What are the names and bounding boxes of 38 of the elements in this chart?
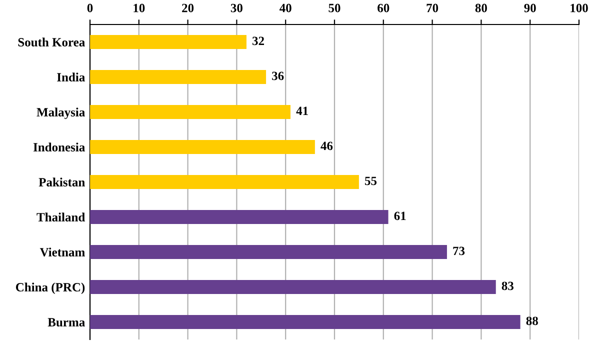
bar bbox=[90, 140, 315, 154]
bar bbox=[90, 280, 496, 294]
x-tick-label: 40 bbox=[280, 4, 292, 12]
x-tick-label: 60 bbox=[378, 4, 390, 12]
y-tick-label: Thailand bbox=[36, 212, 85, 222]
x-tick-label: 50 bbox=[328, 4, 340, 12]
data-label: 55 bbox=[365, 176, 377, 186]
data-label: 32 bbox=[252, 36, 264, 46]
x-tick-label: 0 bbox=[87, 4, 93, 12]
y-tick-label: Burma bbox=[48, 318, 85, 326]
y-tick-label: Pakistan bbox=[38, 178, 85, 186]
y-tick-label: China (PRC) bbox=[16, 282, 85, 294]
bar bbox=[90, 315, 520, 329]
y-tick-label: Indonesia bbox=[33, 142, 85, 152]
bar bbox=[90, 70, 266, 84]
data-label: 61 bbox=[394, 212, 406, 220]
y-tick-label: Vietnam bbox=[40, 248, 85, 257]
y-tick-label: Malaysia bbox=[36, 108, 85, 120]
bar bbox=[90, 35, 246, 49]
x-tick-label: 100 bbox=[570, 4, 588, 12]
bar bbox=[90, 105, 290, 119]
data-label: 36 bbox=[272, 72, 284, 80]
bar bbox=[90, 175, 359, 189]
x-tick-label: 10 bbox=[134, 4, 145, 12]
x-tick-label: 70 bbox=[426, 4, 438, 12]
x-tick-label: 30 bbox=[230, 4, 242, 12]
x-tick-label: 80 bbox=[475, 4, 487, 12]
y-tick-label: South Korea bbox=[18, 38, 85, 46]
x-tick-label: 20 bbox=[182, 4, 194, 12]
bar bbox=[90, 210, 388, 224]
data-label: 83 bbox=[502, 282, 514, 290]
x-tick-label: 90 bbox=[524, 4, 536, 12]
data-label: 88 bbox=[526, 316, 538, 326]
data-label: 41 bbox=[296, 106, 308, 116]
data-label: 46 bbox=[320, 142, 333, 150]
bar bbox=[90, 245, 447, 259]
y-tick-label: India bbox=[57, 72, 85, 82]
data-label: 73 bbox=[453, 246, 465, 256]
